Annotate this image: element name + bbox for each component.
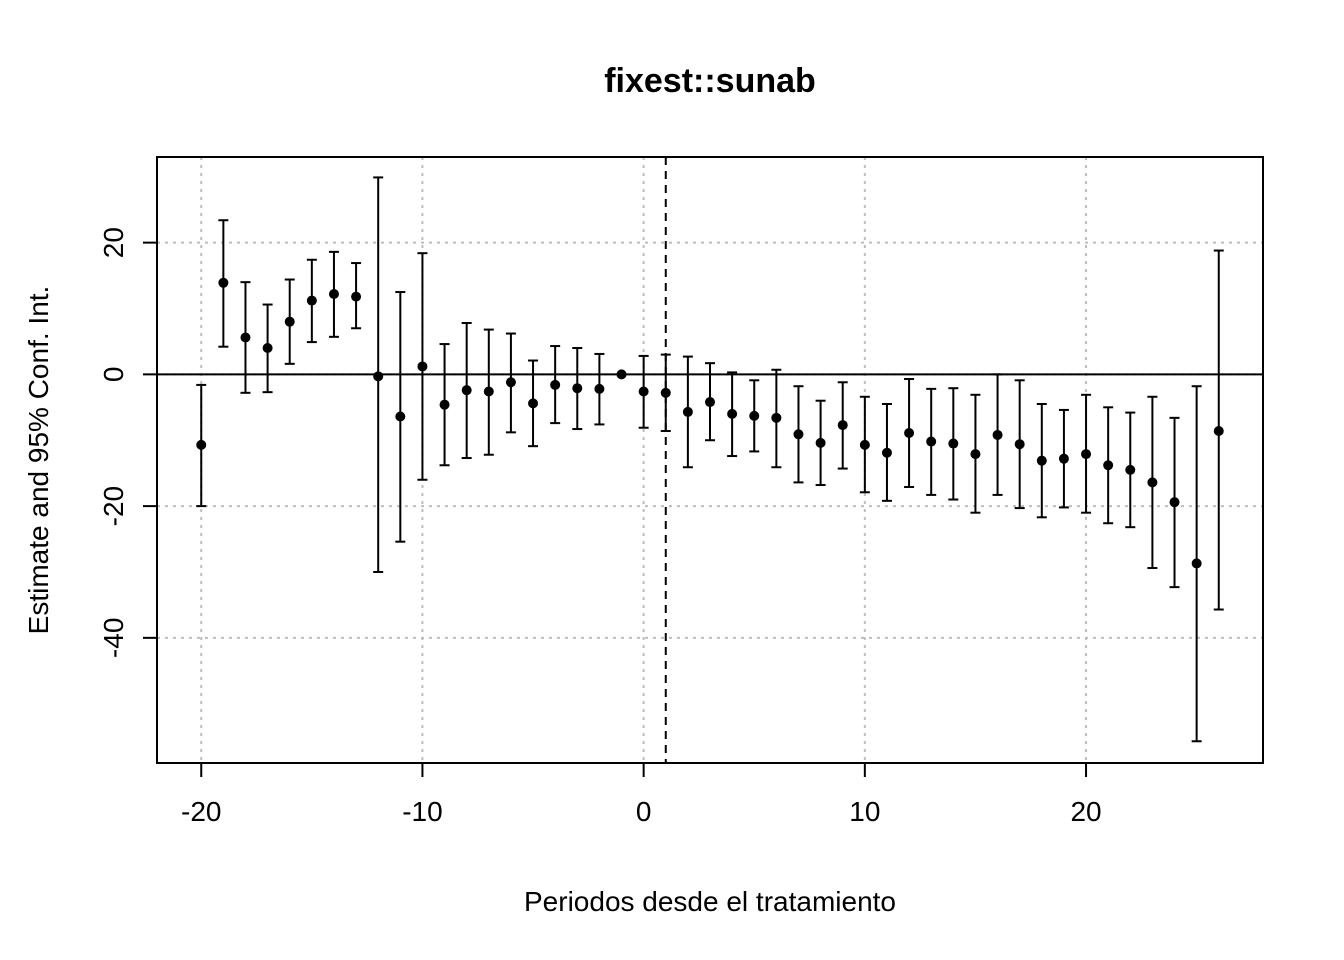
estimate-point [616, 369, 627, 380]
estimate-point [240, 332, 251, 343]
estimate-point [351, 291, 362, 302]
estimate-point [970, 449, 981, 460]
estimate-point [1191, 558, 1202, 569]
chart-title: fixest::sunab [604, 62, 816, 100]
x-tick-label: 10 [849, 796, 880, 827]
estimate-point [1147, 477, 1158, 488]
data-marks [196, 176, 1224, 743]
estimate-point [682, 406, 693, 417]
estimate-point [572, 383, 583, 394]
plot-frame [156, 156, 1264, 764]
estimate-point [815, 437, 826, 448]
estimate-point [218, 277, 229, 288]
estimate-point [550, 379, 561, 390]
estimate-point [727, 408, 738, 419]
grid-lines [157, 157, 1263, 763]
y-axis-label: Estimate and 95% Conf. Int. [23, 286, 54, 635]
estimate-point [793, 429, 804, 440]
y-tick-label: 20 [98, 227, 129, 258]
x-tick-label: 0 [636, 796, 652, 827]
estimate-point [926, 436, 937, 447]
estimate-point [1081, 449, 1092, 460]
estimate-point [1213, 426, 1224, 437]
estimate-point [196, 439, 207, 450]
estimate-point [528, 398, 539, 409]
y-tick-label: 0 [98, 367, 129, 383]
estimate-point [594, 383, 605, 394]
estimate-point [749, 410, 760, 421]
estimate-point [417, 361, 428, 372]
estimate-point [837, 420, 848, 431]
estimate-point [1036, 455, 1047, 466]
x-tick-label: 20 [1070, 796, 1101, 827]
estimate-point [859, 439, 870, 450]
x-tick-label: -20 [181, 796, 221, 827]
x-tick-label: -10 [402, 796, 442, 827]
y-tick-label: -40 [98, 618, 129, 658]
estimate-point [373, 371, 384, 382]
estimate-point [1125, 464, 1136, 475]
estimate-point [948, 438, 959, 449]
estimate-point [1103, 460, 1114, 471]
estimate-point [284, 316, 295, 327]
estimate-point [1169, 497, 1180, 508]
estimate-point [660, 387, 671, 398]
estimate-point [771, 412, 782, 423]
estimate-point [505, 377, 516, 388]
estimate-point [328, 289, 339, 300]
estimate-point [1014, 439, 1025, 450]
estimate-point [992, 429, 1003, 440]
estimate-point [1058, 453, 1069, 464]
x-axis-label: Periodos desde el tratamiento [524, 886, 896, 917]
estimate-point [705, 397, 715, 408]
estimate-point [461, 385, 472, 396]
y-tick-label: -20 [98, 486, 129, 526]
estimate-point [483, 386, 494, 397]
estimate-point [306, 295, 317, 306]
estimate-point [395, 411, 406, 422]
estimate-point [262, 343, 273, 354]
estimate-point [881, 447, 892, 458]
axes: -20 -10 0 10 20 -40 -20 0 20 [98, 227, 1102, 827]
estimate-point [904, 427, 915, 438]
estimate-point [439, 399, 450, 410]
estimate-point [638, 386, 649, 397]
